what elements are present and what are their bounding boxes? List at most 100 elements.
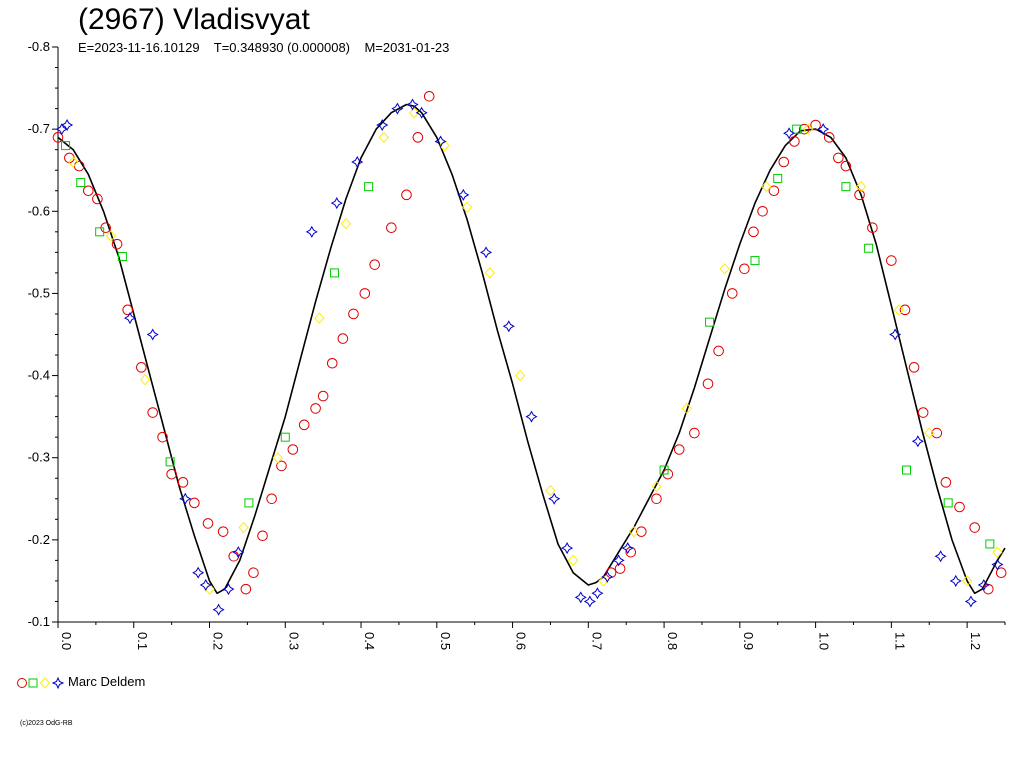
data-point-square xyxy=(95,227,105,237)
y-tick-label: -0.3 xyxy=(28,450,50,465)
data-point-circle xyxy=(298,419,310,431)
data-point-star xyxy=(330,197,343,210)
data-point-star xyxy=(406,98,419,111)
data-point-star xyxy=(480,246,493,259)
data-point-diamond xyxy=(272,451,283,464)
data-point-circle xyxy=(954,501,965,513)
data-point-square xyxy=(985,539,995,549)
data-point-diamond xyxy=(681,402,692,415)
data-point-star xyxy=(889,328,902,341)
x-tick-label: 1.0 xyxy=(817,632,832,650)
copyright-text: (c)2023 OdG-RB xyxy=(20,720,73,727)
data-point-circle xyxy=(348,308,359,320)
legend-square-marker xyxy=(28,678,38,688)
data-point-square xyxy=(117,251,127,261)
x-tick-label: 0.5 xyxy=(438,632,453,650)
legend-markers xyxy=(17,676,65,690)
data-point-circle xyxy=(217,526,229,537)
data-point-diamond xyxy=(408,106,420,119)
data-point-star xyxy=(391,102,404,115)
data-point-circle xyxy=(940,477,952,488)
data-point-circle xyxy=(202,518,214,529)
chart-axes: -0.8 -0.7 -0.6 -0.5 -0.4 -0.3 -0.2 -0.1 0.0 0.1 0.… xyxy=(28,39,1006,650)
data-point-diamond xyxy=(439,139,450,152)
data-point-star xyxy=(934,550,947,563)
data-point-circle xyxy=(739,263,750,275)
data-point-diamond xyxy=(514,369,526,382)
data-point-star xyxy=(525,410,538,423)
data-point-circle xyxy=(136,362,147,373)
legend-diamond-marker xyxy=(39,677,51,689)
data-point-diamond xyxy=(567,554,579,567)
data-point-square xyxy=(750,256,760,266)
data-point-circle xyxy=(726,288,738,299)
data-point-star xyxy=(583,595,596,608)
data-point-star xyxy=(457,188,470,201)
data-point-circle xyxy=(651,493,662,505)
data-point-circle xyxy=(823,132,835,143)
data-point-square xyxy=(705,317,715,327)
data-point-star xyxy=(305,225,318,238)
data-point-diamond xyxy=(204,583,215,595)
data-point-circle xyxy=(931,427,943,439)
legend-label: Marc Deldem xyxy=(68,674,146,689)
x-tick-label: 0.9 xyxy=(741,632,756,650)
data-point-circle xyxy=(917,407,929,418)
data-point-circle xyxy=(867,222,878,234)
data-point-circle xyxy=(748,226,759,238)
data-point-star xyxy=(61,119,74,132)
y-tick-label: -0.2 xyxy=(28,532,50,547)
data-point-circle xyxy=(757,205,768,217)
y-tick-label: -0.7 xyxy=(28,121,50,136)
x-tick-label: 0.8 xyxy=(665,632,680,650)
data-point-circle xyxy=(189,497,200,509)
data-points-layer xyxy=(52,90,1007,616)
data-point-circle xyxy=(386,222,397,234)
data-point-star xyxy=(502,320,515,333)
legend-star-marker xyxy=(51,676,65,690)
data-point-circle xyxy=(412,132,424,143)
data-point-circle xyxy=(266,493,277,505)
x-tick-label: 1.2 xyxy=(968,632,983,650)
data-point-circle xyxy=(713,345,724,357)
data-point-circle xyxy=(177,477,189,488)
data-point-diamond xyxy=(67,156,79,168)
data-point-circle xyxy=(337,333,349,344)
data-point-star xyxy=(621,542,634,555)
chart-subtitle: E=2023-11-16.10129 T=0.348930 (0.000008)… xyxy=(78,40,450,55)
data-point-diamond xyxy=(545,484,556,497)
data-point-circle xyxy=(833,152,844,164)
data-point-star xyxy=(123,312,136,325)
data-point-diamond xyxy=(598,575,609,587)
data-point-circle xyxy=(326,357,338,369)
data-point-diamond xyxy=(761,180,772,193)
x-tick-label: 0.6 xyxy=(514,632,529,650)
data-point-square xyxy=(165,457,175,467)
chart-title: (2967) Vladisvyat xyxy=(78,3,310,36)
data-point-circle xyxy=(401,189,412,201)
data-point-star xyxy=(376,119,389,132)
data-point-square xyxy=(902,465,912,475)
legend-circle-marker xyxy=(17,678,27,688)
y-tick-label: -0.6 xyxy=(28,203,50,218)
data-point-circle xyxy=(614,563,626,574)
data-point-square xyxy=(280,432,290,442)
data-point-star xyxy=(232,546,245,559)
data-point-star xyxy=(949,574,962,587)
data-point-star xyxy=(601,570,614,583)
data-point-circle xyxy=(689,427,700,439)
x-tick-label: 0.7 xyxy=(589,632,604,650)
data-point-circle xyxy=(317,390,329,402)
data-point-circle xyxy=(778,156,790,168)
y-tick-label: -0.1 xyxy=(28,614,50,629)
data-point-star xyxy=(561,542,574,555)
data-point-diamond xyxy=(719,263,730,275)
x-tick-label: 0.0 xyxy=(59,632,74,650)
data-point-circle xyxy=(310,403,321,414)
data-point-square xyxy=(364,182,374,192)
data-point-diamond xyxy=(314,312,325,324)
data-point-circle xyxy=(157,431,168,443)
data-point-star xyxy=(574,591,587,604)
data-point-star xyxy=(991,558,1004,571)
